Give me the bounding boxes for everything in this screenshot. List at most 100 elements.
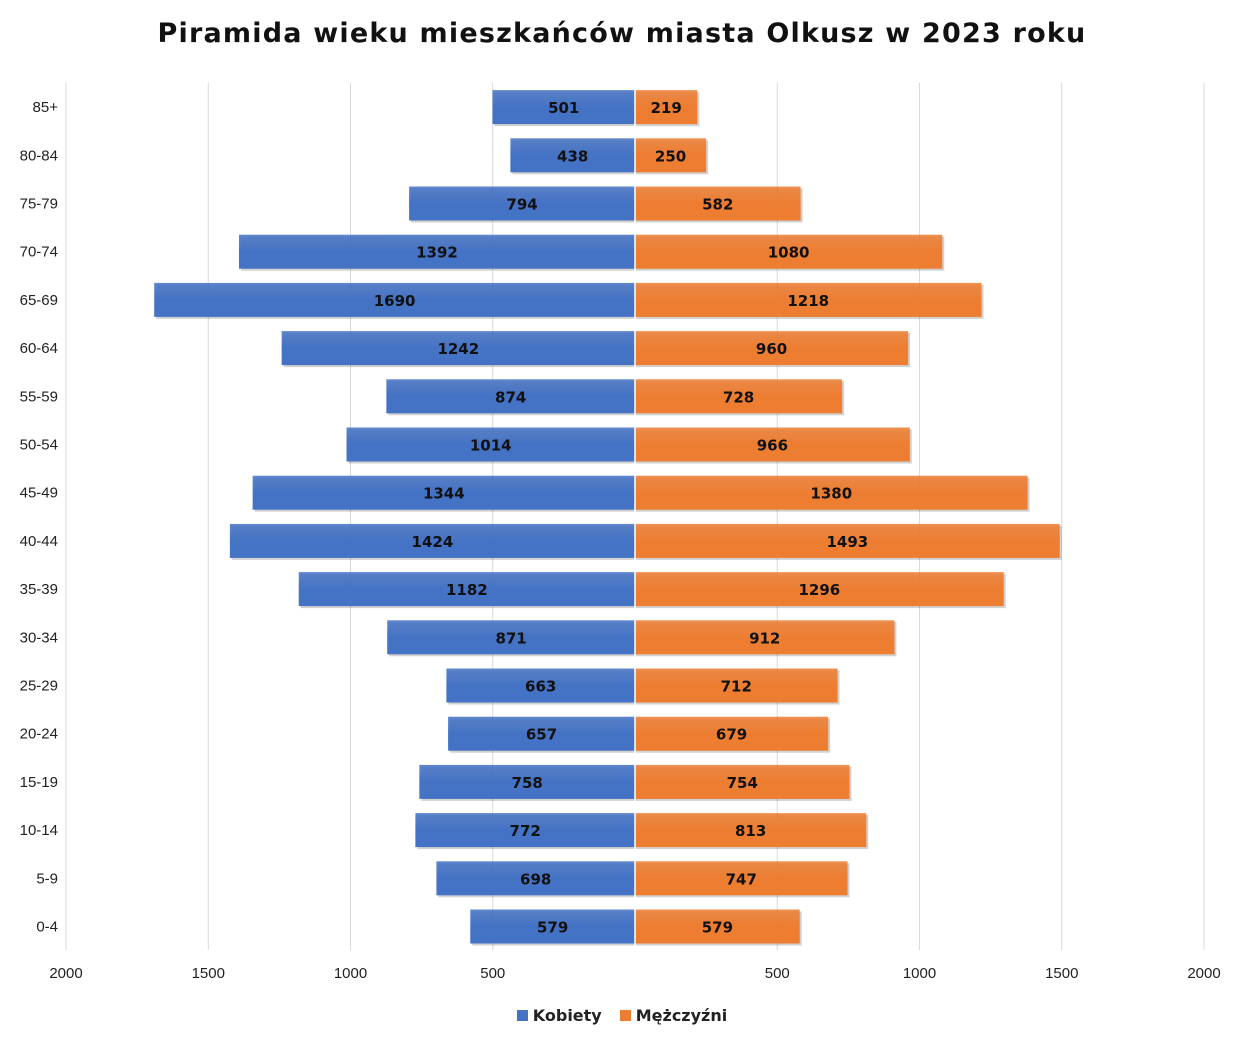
x-tick-label: 1500	[1045, 965, 1078, 982]
x-tick-label: 2000	[1187, 965, 1220, 982]
x-tick-label: 500	[480, 965, 505, 982]
data-label-mezczyzni: 1080	[768, 244, 810, 262]
data-label-kobiety: 874	[495, 388, 526, 406]
data-label-mezczyzni: 960	[756, 340, 787, 358]
bar-mezczyzni	[635, 861, 848, 896]
category-label: 25-29	[20, 678, 58, 695]
data-label-mezczyzni: 754	[727, 774, 758, 792]
data-label-mezczyzni: 912	[749, 629, 780, 647]
data-label-mezczyzni: 579	[702, 919, 733, 937]
data-label-kobiety: 1344	[423, 485, 465, 503]
data-label-mezczyzni: 1296	[798, 581, 840, 599]
data-label-kobiety: 501	[548, 99, 579, 117]
data-label-kobiety: 698	[520, 870, 551, 888]
x-tick-label: 500	[765, 965, 790, 982]
bar-mezczyzni	[635, 427, 910, 462]
bar-kobiety	[470, 909, 635, 944]
category-label: 45-49	[20, 485, 58, 502]
bar-mezczyzni	[635, 186, 801, 221]
data-label-mezczyzni: 712	[721, 678, 752, 696]
bar-kobiety	[252, 475, 635, 510]
data-label-kobiety: 871	[495, 629, 526, 647]
category-label: 75-79	[20, 196, 58, 213]
x-tick-label: 2000	[49, 965, 82, 982]
bar-kobiety	[415, 813, 635, 848]
data-label-mezczyzni: 1218	[787, 292, 829, 310]
bar-mezczyzni	[635, 90, 698, 125]
category-label: 65-69	[20, 292, 58, 309]
category-label: 5-9	[36, 870, 58, 887]
data-label-kobiety: 1182	[446, 581, 488, 599]
x-tick-label: 1000	[334, 965, 367, 982]
bar-kobiety	[154, 282, 635, 317]
bar-kobiety	[492, 90, 635, 125]
data-label-kobiety: 794	[506, 196, 537, 214]
category-label: 35-39	[20, 581, 58, 598]
bar-kobiety	[298, 572, 635, 607]
bar-kobiety	[419, 764, 635, 799]
data-label-kobiety: 758	[512, 774, 543, 792]
data-label-kobiety: 1690	[374, 292, 416, 310]
data-label-mezczyzni: 679	[716, 726, 747, 744]
bar-mezczyzni	[635, 523, 1060, 558]
data-label-mezczyzni: 813	[735, 822, 766, 840]
category-label: 70-74	[20, 244, 58, 261]
legend: Kobiety Mężczyźni	[0, 1006, 1244, 1025]
data-label-mezczyzni: 219	[650, 99, 681, 117]
bar-kobiety	[238, 234, 635, 269]
bar-mezczyzni	[635, 331, 909, 366]
data-label-mezczyzni: 582	[702, 196, 733, 214]
bar-kobiety	[436, 861, 635, 896]
data-label-kobiety: 772	[510, 822, 541, 840]
x-tick-label: 1000	[903, 965, 936, 982]
data-label-kobiety: 657	[526, 726, 557, 744]
bar-mezczyzni	[635, 475, 1028, 510]
legend-item-kobiety: Kobiety	[516, 1006, 602, 1025]
population-pyramid-plot: 2000 1500 1000 500 500 1000 1500 2000 85+ 501 219 8…	[20, 83, 1221, 982]
data-label-kobiety: 579	[537, 919, 568, 937]
bar-kobiety	[229, 523, 635, 558]
category-label: 80-84	[20, 147, 58, 164]
x-tick-label: 1500	[192, 965, 225, 982]
bar-kobiety	[409, 186, 635, 221]
data-label-kobiety: 1424	[412, 533, 454, 551]
bar-mezczyzni	[635, 668, 838, 703]
legend-label-mezczyzni: Mężczyźni	[635, 1006, 728, 1025]
data-label-kobiety: 1014	[470, 437, 512, 455]
category-label: 60-64	[20, 340, 58, 357]
bar-kobiety	[386, 379, 635, 414]
category-label: 15-19	[20, 774, 58, 791]
category-label: 85+	[33, 99, 59, 116]
category-label: 0-4	[36, 919, 58, 936]
chart-title: Piramida wieku mieszkańców miasta Olkusz…	[157, 18, 1087, 49]
bar-kobiety	[387, 620, 635, 655]
data-label-mezczyzni: 966	[757, 437, 788, 455]
category-label: 30-34	[20, 629, 58, 646]
bar-mezczyzni	[635, 764, 850, 799]
bar-kobiety	[448, 716, 635, 751]
category-label: 55-59	[20, 388, 58, 405]
data-label-mezczyzni: 728	[723, 388, 754, 406]
legend-label-kobiety: Kobiety	[532, 1006, 602, 1025]
data-label-mezczyzni: 747	[726, 870, 757, 888]
bar-mezczyzni	[635, 282, 982, 317]
legend-swatch-mezczyzni	[619, 1010, 631, 1021]
bar-mezczyzni	[635, 813, 867, 848]
data-label-kobiety: 438	[557, 147, 588, 165]
data-label-mezczyzni: 250	[655, 147, 686, 165]
category-label: 50-54	[20, 437, 58, 454]
bar-mezczyzni	[635, 234, 943, 269]
data-label-mezczyzni: 1380	[810, 485, 852, 503]
data-label-kobiety: 1392	[416, 244, 458, 262]
data-label-kobiety: 1242	[437, 340, 479, 358]
bar-mezczyzni	[635, 379, 843, 414]
data-label-kobiety: 663	[525, 678, 556, 696]
bar-mezczyzni	[635, 572, 1004, 607]
bar-mezczyzni	[635, 716, 829, 751]
bar-kobiety	[510, 138, 635, 173]
bar-kobiety	[281, 331, 635, 366]
bar-kobiety	[446, 668, 635, 703]
bar-kobiety	[346, 427, 635, 462]
bar-mezczyzni	[635, 620, 895, 655]
bar-mezczyzni	[635, 138, 707, 173]
